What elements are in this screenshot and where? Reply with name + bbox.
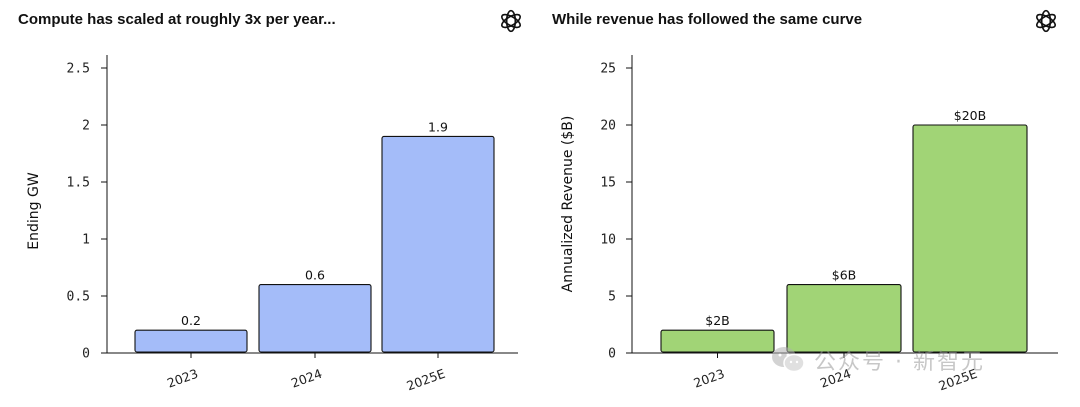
bar-2025E bbox=[912, 124, 1028, 353]
data-label: $20B bbox=[954, 108, 986, 123]
openai-logo-icon bbox=[1036, 9, 1056, 33]
bar-2023 bbox=[660, 329, 775, 353]
y-tick-label: 20 bbox=[600, 119, 616, 134]
compute-bar-chart: 0.2 0.6 1.9 0 0.5 1 1.5 2 2.5 2023 2024 2025E Ending… bbox=[26, 55, 518, 394]
y-tick-label: 15 bbox=[600, 176, 616, 191]
y-tick-label: 1 bbox=[82, 233, 90, 248]
x-tick-label: 2024 bbox=[818, 366, 853, 391]
y-axis-label: Annualized Revenue ($B) bbox=[560, 116, 576, 293]
x-tick-label: 2024 bbox=[289, 366, 324, 391]
y-axis-label: Ending GW bbox=[26, 172, 42, 250]
data-label: 0.2 bbox=[181, 313, 201, 328]
data-label: $6B bbox=[832, 268, 856, 283]
bar-2023 bbox=[134, 329, 248, 353]
data-label: 1.9 bbox=[428, 119, 448, 134]
y-tick-label: 0.5 bbox=[67, 290, 90, 305]
x-tick-label: 2023 bbox=[165, 366, 200, 391]
y-tick-label: 2.5 bbox=[67, 62, 90, 77]
y-tick-label: 5 bbox=[608, 290, 616, 305]
bar-2024 bbox=[258, 284, 372, 353]
data-label: 0.6 bbox=[305, 268, 325, 283]
chart-title: Compute has scaled at roughly 3x per yea… bbox=[18, 11, 336, 28]
bar-2024 bbox=[786, 284, 902, 353]
data-label: $2B bbox=[705, 313, 729, 328]
y-tick-label: 0 bbox=[608, 347, 616, 362]
chart-title: While revenue has followed the same curv… bbox=[552, 11, 863, 28]
x-tick-label: 2025E bbox=[937, 366, 980, 394]
compute-panel: 0.2 0.6 1.9 0 0.5 1 1.5 2 2.5 2023 2024 2025E Ending… bbox=[18, 9, 521, 394]
y-tick-label: 1.5 bbox=[67, 176, 90, 191]
y-tick-label: 10 bbox=[600, 233, 616, 248]
y-tick-label: 25 bbox=[600, 62, 616, 77]
openai-logo-icon bbox=[501, 9, 521, 33]
revenue-panel: $2B $6B $20B 0 5 10 15 20 25 2023 2024 2025E Annuali… bbox=[540, 0, 1080, 407]
bar-2025E bbox=[381, 135, 495, 353]
y-tick-label: 2 bbox=[82, 119, 90, 134]
revenue-bar-chart: $2B $6B $20B 0 5 10 15 20 25 2023 2024 2025E Annuali… bbox=[560, 55, 1058, 394]
x-tick-label: 2023 bbox=[692, 366, 727, 391]
y-tick-label: 0 bbox=[82, 347, 90, 362]
x-tick-label: 2025E bbox=[405, 366, 448, 394]
